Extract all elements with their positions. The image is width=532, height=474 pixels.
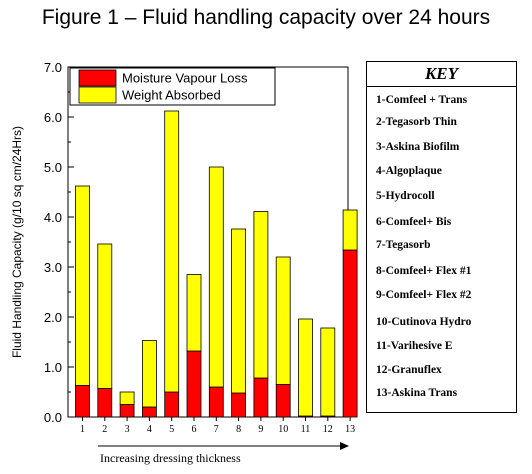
bar-weight-absorbed xyxy=(342,209,358,251)
chart-title: Figure 1 – Fluid handling capacity over … xyxy=(41,6,491,29)
bar-moisture-vapour-loss xyxy=(186,350,202,418)
key-item: 12-Granuflex xyxy=(376,364,442,376)
x-tick-label: 11 xyxy=(301,424,311,435)
key-title: KEY xyxy=(367,62,516,87)
y-tick-label: 3.0 xyxy=(44,260,62,275)
key-item: 5-Hydrocoll xyxy=(376,190,435,202)
key-item: 10-Cutinova Hydro xyxy=(376,316,472,328)
x-tick-label: 12 xyxy=(323,424,333,435)
bar-weight-absorbed xyxy=(275,256,291,385)
x-axis-arrow-head xyxy=(340,442,349,450)
bar-weight-absorbed xyxy=(119,391,135,405)
bar-weight-absorbed xyxy=(97,243,113,389)
bar-layer xyxy=(75,110,358,418)
key-panel: KEY 1-Comfeel + Trans 2-Tegasorb Thin 3-As… xyxy=(366,61,517,413)
bar-moisture-vapour-loss xyxy=(253,377,269,418)
x-tick-label: 10 xyxy=(278,424,288,435)
bar-weight-absorbed xyxy=(186,274,202,352)
bar-moisture-vapour-loss xyxy=(119,404,135,418)
key-item: 11-Varihesive E xyxy=(376,340,453,352)
bar-weight-absorbed xyxy=(75,185,90,386)
x-tick-label: 7 xyxy=(214,424,219,435)
key-item: 13-Askina Trans xyxy=(376,387,458,399)
y-tick-label: 7.0 xyxy=(44,60,62,75)
legend-label: Moisture Vapour Loss xyxy=(122,71,248,86)
bar-weight-absorbed xyxy=(164,110,180,393)
label-layer: 0.0 1.0 2.0 3.0 4.0 5.0 6.0 7.0 Fluid Handling C… xyxy=(10,60,355,465)
x-tick-label: 6 xyxy=(192,424,197,435)
legend-swatch xyxy=(78,69,117,87)
bar-moisture-vapour-loss xyxy=(231,392,247,418)
key-item: 6-Comfeel+ Bis xyxy=(376,216,452,228)
key-item: 7-Tegasorb xyxy=(376,239,431,251)
bar-moisture-vapour-loss xyxy=(97,388,113,418)
x-tick-label: 3 xyxy=(125,424,130,435)
bar-weight-absorbed xyxy=(208,166,224,388)
bar-weight-absorbed xyxy=(298,318,313,417)
bar-weight-absorbed xyxy=(141,340,157,408)
legend: Moisture Vapour Loss Weight Absorbed xyxy=(69,67,276,106)
x-tick-label: 8 xyxy=(236,424,241,435)
y-tick-label: 1.0 xyxy=(44,360,62,375)
key-item: 9-Comfeel+ Flex #2 xyxy=(376,289,472,301)
bar-weight-absorbed xyxy=(320,327,336,417)
bar-moisture-vapour-loss xyxy=(141,406,157,418)
x-tick-label: 13 xyxy=(345,424,355,435)
x-tick-label: 1 xyxy=(80,424,85,435)
x-tick-label: 2 xyxy=(102,424,107,435)
bar-moisture-vapour-loss xyxy=(208,386,224,418)
bar-moisture-vapour-loss xyxy=(75,385,90,418)
y-tick-label: 4.0 xyxy=(44,210,62,225)
y-tick-label: 0.0 xyxy=(44,410,62,425)
legend-swatch xyxy=(78,86,117,104)
x-tick-label: 4 xyxy=(147,424,152,435)
bar-moisture-vapour-loss xyxy=(275,384,291,418)
key-item: 3-Askina Biofilm xyxy=(376,141,460,153)
y-tick-label: 2.0 xyxy=(44,310,62,325)
key-item: 8-Comfeel+ Flex #1 xyxy=(376,265,472,277)
y-tick-label: 5.0 xyxy=(44,160,62,175)
key-item: 2-Tegasorb Thin xyxy=(376,116,457,128)
x-axis-label: Increasing dressing thickness xyxy=(100,451,241,465)
x-tick-label: 5 xyxy=(169,424,174,435)
x-tick-label: 9 xyxy=(258,424,263,435)
bar-moisture-vapour-loss xyxy=(164,391,180,418)
bar-weight-absorbed xyxy=(253,211,269,379)
bar-weight-absorbed xyxy=(231,228,247,394)
y-tick-label: 6.0 xyxy=(44,110,62,125)
y-axis-label: Fluid Handling Capacity (g/10 sq cm/24Hr… xyxy=(10,126,24,358)
key-item: 1-Comfeel + Trans xyxy=(376,94,468,106)
legend-label: Weight Absorbed xyxy=(122,88,221,103)
bar-moisture-vapour-loss xyxy=(342,249,358,418)
key-item: 4-Algoplaque xyxy=(376,165,442,177)
